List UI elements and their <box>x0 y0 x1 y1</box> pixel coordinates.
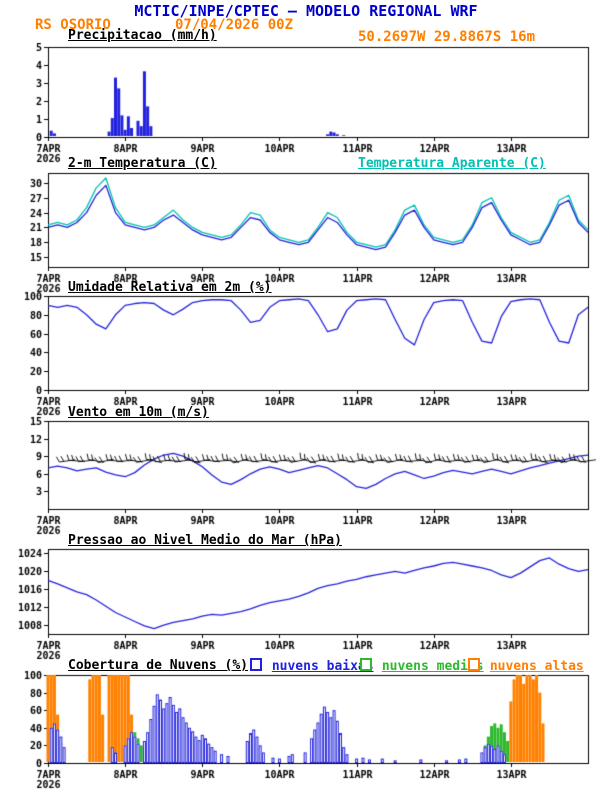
run-datetime: 07/04/2026 00Z <box>175 17 294 33</box>
pressure-chart <box>0 541 612 662</box>
station-name: RS OSORIO <box>35 17 111 33</box>
page-title: MCTIC/INPE/CPTEC — MODELO REGIONAL WRF <box>134 2 478 20</box>
humidity-chart <box>0 288 612 418</box>
cloud-cover-chart <box>0 667 612 791</box>
temperature-chart <box>0 165 612 295</box>
precipitation-chart <box>0 39 612 165</box>
wind-chart <box>0 413 612 537</box>
